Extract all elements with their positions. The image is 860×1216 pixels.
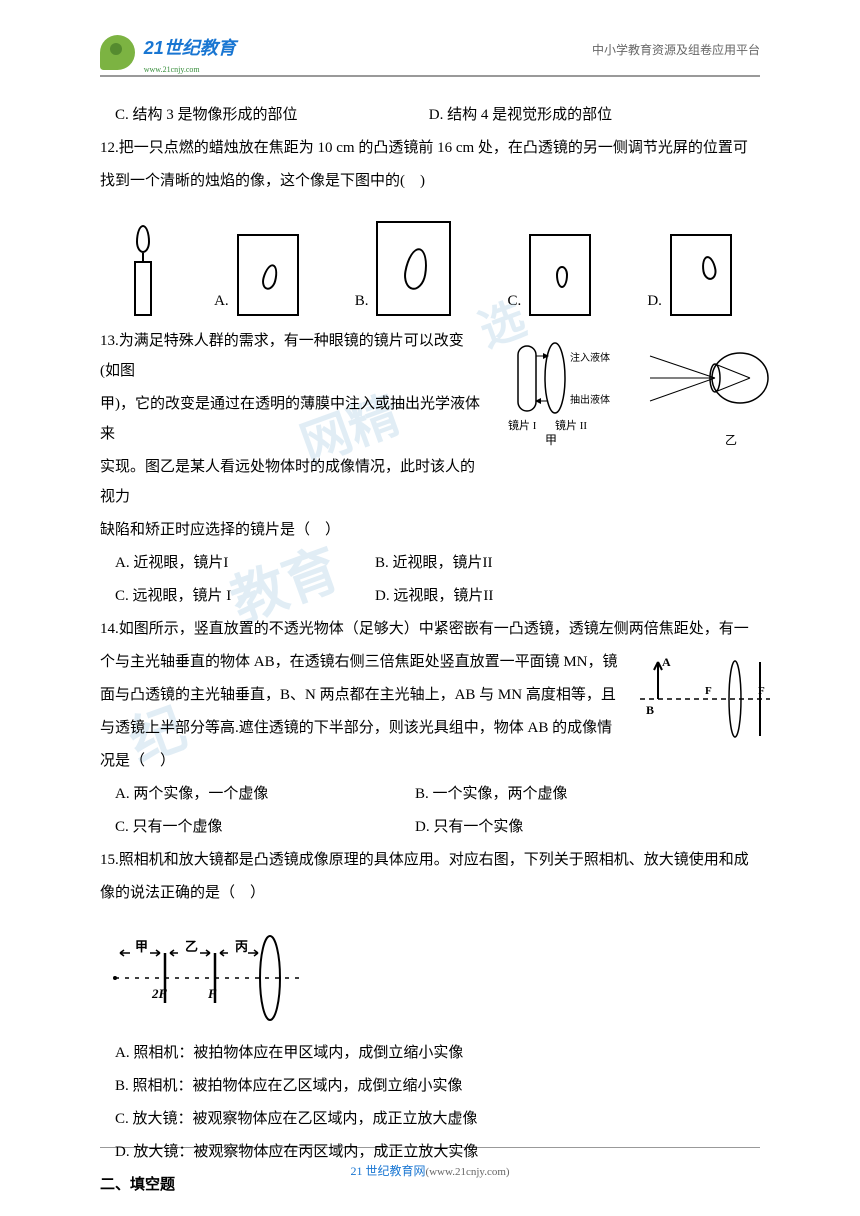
fig-jia-label: 甲 <box>545 433 557 447</box>
fig-lens1-label: 镜片 I <box>508 418 537 432</box>
q15-option-b: B. 照相机：被拍物体应在乙区域内，成倒立缩小实像 <box>100 1071 760 1101</box>
fig-inject-label: 注入液体 <box>570 351 610 364</box>
q14-block: 14.如图所示，竖直放置的不透光物体（足够大）中紧密嵌有一凸透镜，透镜左侧两倍焦… <box>100 614 760 842</box>
q12-label-c: C. <box>508 286 522 316</box>
q13-line1: 13.为满足特殊人群的需求，有一种眼镜的镜片可以改变(如图 <box>100 326 480 386</box>
logo-icon <box>100 35 135 70</box>
svg-text:F: F <box>705 685 712 697</box>
q13-line4: 缺陷和矫正时应选择的镜片是（ ） <box>100 515 480 545</box>
q13-option-a: A. 近视眼，镜片I <box>115 548 275 578</box>
lens-eye-diagram: 注入液体 抽出液体 镜片 I 镜片 II 甲 乙 <box>500 331 780 461</box>
logo: 21世纪教育 www.21cnjy.com <box>100 30 260 70</box>
q15-block: 15.照相机和放大镜都是凸透镜成像原理的具体应用。对应右图，下列关于照相机、放大… <box>100 845 760 1167</box>
q12-figure-options: A. B. C. D. <box>100 206 760 316</box>
page-header: 21世纪教育 www.21cnjy.com 中小学教育资源及组卷应用平台 <box>0 30 860 70</box>
candle-source-icon <box>128 211 158 316</box>
q12-image-a <box>237 234 299 316</box>
svg-text:B: B <box>646 703 654 717</box>
q12-label-a: A. <box>214 286 229 316</box>
q12-image-b <box>376 221 451 316</box>
svg-text:丙: 丙 <box>235 939 248 954</box>
q14-line3: 面与凸透镜的主光轴垂直，B、N 两点都在主光轴上，AB 与 MN 高度相等，且 <box>100 680 620 710</box>
svg-text:A: A <box>662 655 671 669</box>
q14-option-c: C. 只有一个虚像 <box>115 812 315 842</box>
q11-option-c: C. 结构 3 是物像形成的部位 <box>115 100 425 130</box>
q12-image-c <box>529 234 591 316</box>
header-divider <box>100 75 760 77</box>
q14-option-d: D. 只有一个实像 <box>415 812 523 842</box>
q13-line3: 实现。图乙是某人看远处物体时的成像情况，此时该人的视力 <box>100 452 480 512</box>
q11-options-cd: C. 结构 3 是物像形成的部位 D. 结构 4 是视觉形成的部位 <box>100 100 760 130</box>
fig-extract-label: 抽出液体 <box>570 393 610 406</box>
q13-block: 13.为满足特殊人群的需求，有一种眼镜的镜片可以改变(如图 甲)，它的改变是通过… <box>100 326 760 611</box>
logo-main-text: 21世纪教育 <box>144 38 236 58</box>
q14-figure: A B F F <box>640 644 770 744</box>
q15-figure: 甲 乙 丙 2F F <box>110 923 310 1023</box>
q13-option-c: C. 远视眼，镜片 I <box>115 581 275 611</box>
q15-option-a: A. 照相机：被拍物体应在甲区域内，成倒立缩小实像 <box>100 1038 760 1068</box>
q12-label-b: B. <box>355 286 369 316</box>
q14-line2: 个与主光轴垂直的物体 AB，在透镜右侧三倍焦距处竖直放置一平面镜 MN，镜 <box>100 647 620 677</box>
fig-lens2-label: 镜片 II <box>555 418 587 432</box>
fig-yi-label: 乙 <box>725 433 737 447</box>
section-2-heading: 二、填空题 <box>100 1170 760 1200</box>
svg-text:甲: 甲 <box>135 939 148 954</box>
q14-option-b: B. 一个实像，两个虚像 <box>415 779 568 809</box>
svg-text:2F: 2F <box>151 986 168 1001</box>
q13-line2: 甲)，它的改变是通过在透明的薄膜中注入或抽出光学液体来 <box>100 389 480 449</box>
q15-option-d: D. 放大镜：被观察物体应在丙区域内，成正立放大实像 <box>100 1137 760 1167</box>
q15-line1: 15.照相机和放大镜都是凸透镜成像原理的具体应用。对应右图，下列关于照相机、放大… <box>100 845 760 875</box>
q15-option-c: C. 放大镜：被观察物体应在乙区域内，成正立放大虚像 <box>100 1104 760 1134</box>
q12-stem-2: 找到一个清晰的烛焰的像，这个像是下图中的( ) <box>100 166 760 196</box>
q11-option-d: D. 结构 4 是视觉形成的部位 <box>429 107 612 123</box>
q15-line2: 像的说法正确的是（ ） <box>100 878 760 908</box>
q14-line5: 况是（ ） <box>100 746 760 776</box>
q12-label-d: D. <box>647 286 662 316</box>
q13-figure: 注入液体 抽出液体 镜片 I 镜片 II 甲 乙 <box>500 331 780 461</box>
logo-url: www.21cnjy.com <box>144 66 236 74</box>
q13-option-d: D. 远视眼，镜片II <box>375 581 493 611</box>
q14-line1: 14.如图所示，竖直放置的不透光物体（足够大）中紧密嵌有一凸透镜，透镜左侧两倍焦… <box>100 614 760 644</box>
q13-option-b: B. 近视眼，镜片II <box>375 548 493 578</box>
svg-text:乙: 乙 <box>185 939 198 954</box>
svg-text:F: F <box>207 986 217 1001</box>
header-platform-text: 中小学教育资源及组卷应用平台 <box>592 38 760 62</box>
q12-image-d <box>670 234 732 316</box>
q12-stem-1: 12.把一只点燃的蜡烛放在焦距为 10 cm 的凸透镜前 16 cm 处，在凸透… <box>100 133 760 163</box>
q14-line4: 与透镜上半部分等高.遮住透镜的下半部分，则该光具组中，物体 AB 的成像情 <box>100 713 620 743</box>
q14-option-a: A. 两个实像，一个虚像 <box>115 779 315 809</box>
